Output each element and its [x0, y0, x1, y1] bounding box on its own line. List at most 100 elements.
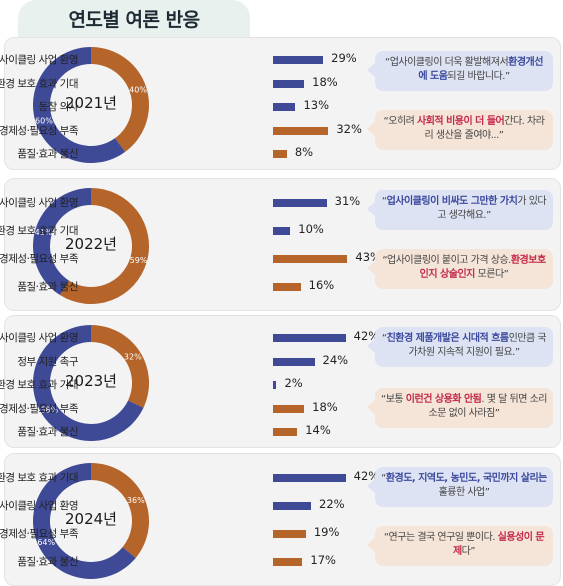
bar-category-label: 정부 지원 촉구: [17, 355, 78, 368]
title-tab: [18, 0, 250, 37]
bar-row: 경제성·필요성 부족 43%: [0, 250, 381, 268]
quote-bubble-blue: “친환경 제품개발은 시대적 흐름인만큼 국가차원 지속적 지원이 필요.”: [367, 327, 553, 367]
bar-row: 업사이클링 사업 환영 29%: [0, 51, 375, 69]
quote-bubble-blue: “환경도, 지역도, 농민도, 국민까지 살리는 훌륭한 사업”: [367, 467, 553, 507]
donut-slice-blue: [33, 325, 144, 441]
bar-category-label: 경제성·필요성 부족: [0, 124, 79, 137]
quote-text: 가 있다고 생각해요.”: [437, 196, 547, 221]
bar-value-label: 22%: [319, 497, 345, 511]
quote-highlight: 실용성이 문제: [452, 532, 545, 557]
bubble-tail: [367, 63, 375, 77]
bar-row: 환경 보호 효과 기대 10%: [0, 222, 375, 240]
bar-category-label: 경제성·필요성 부족: [0, 528, 79, 540]
bar-category-label: 업사이클링 사업 환영: [0, 197, 79, 209]
quote-highlight: 환경개선에 도움: [418, 57, 543, 82]
quote-text: . 몇 달 뒤면 소리소문 없이 사라짐”: [428, 394, 548, 419]
bar-value-label: 8%: [294, 145, 314, 159]
bar-row: 동참 의사 13%: [5, 98, 375, 116]
bar-category-label: 환경 보호 효과 기대: [0, 77, 79, 90]
quote-bubble-orange: “업사이클링이 붙이고 가격 상승.환경보호인지 상술인지 모른다”: [367, 249, 553, 289]
bar: [273, 227, 291, 235]
bar-value-label: 13%: [303, 98, 330, 112]
bubble-tail: [367, 202, 375, 216]
bar-row: 환경 보호 효과 기대 18%: [0, 74, 375, 93]
quote-text: “업사이클링이 붙이고 가격 상승.: [382, 255, 511, 266]
donut-chart: 32% 68% 2023년: [33, 325, 149, 441]
bar-value-label: 43%: [355, 250, 381, 264]
bar-category-label: 품질·효과 불신: [17, 148, 78, 160]
bar: [273, 150, 287, 158]
year-panel-0: 40% 60% 2021년 업사이클링 사업 환영 29% 환경 보호 효과 기대 18% 동…: [0, 37, 561, 170]
bubble-tail: [367, 122, 375, 136]
quote-bubble-orange: “오히려 사회적 비용이 더 들어간다. 차라리 생산을 줄여야...”: [367, 110, 553, 150]
bubble-tail: [367, 479, 375, 493]
bar: [273, 56, 324, 64]
donut-label-blue: 41%: [35, 228, 53, 237]
quote-bubble-blue: “업사이클링이 더욱 활발해져서환경개선에 도움되길 바랍니다.”: [367, 51, 553, 91]
donut-slice-orange: [91, 47, 149, 152]
bar: [273, 357, 315, 366]
bar-row: 품질·효과 불신 16%: [5, 278, 375, 296]
bar-category-label: 환경 보호 효과 기대: [0, 472, 79, 484]
donut-slice-blue: [33, 463, 136, 579]
bar-category-label: 환경 보호 효과 기대: [0, 379, 79, 391]
bar: [273, 126, 329, 135]
donut-chart: 40% 60% 2021년: [33, 47, 149, 163]
bar-row: 경제성·필요성 부족 32%: [0, 121, 375, 140]
bar-category-label: 환경 보호 효과 기대: [0, 225, 79, 237]
donut-label-blue: 68%: [40, 406, 58, 415]
bar: [273, 530, 306, 538]
bar-value-label: 31%: [334, 194, 361, 208]
quote-bubble-blue: “업사이클링이 비싸도 그만한 가치가 있다고 생각해요.”: [367, 190, 553, 230]
bar-value-label: 2%: [284, 376, 303, 390]
donut-year-label: 2022년: [65, 235, 117, 253]
donut-label-orange: 32%: [124, 352, 142, 361]
quote-text: “: [381, 473, 386, 484]
donut-slice-orange: [91, 463, 149, 558]
bar-category-label: 품질·효과 불신: [17, 556, 78, 568]
bar-row: 품질·효과 불신 8%: [5, 145, 375, 163]
bar-value-label: 17%: [310, 553, 336, 567]
bar-category-label: 업사이클링 사업 환영: [0, 500, 79, 512]
bar-category-label: 경제성·필요성 부족: [0, 253, 79, 265]
donut-slice-orange: [59, 188, 149, 304]
donut-slice-orange: [91, 325, 149, 408]
bar-row: 경제성·필요성 부족 19%: [0, 525, 375, 543]
bar: [273, 404, 305, 413]
bar-row: 경제성·필요성 부족 18%: [0, 400, 375, 418]
bar-row: 정부 지원 촉구 24%: [5, 353, 375, 371]
quote-text: “: [381, 333, 387, 344]
bar: [273, 428, 298, 436]
bar-value-label: 32%: [336, 121, 362, 136]
quote-text: “오히려: [383, 116, 418, 127]
bar: [273, 558, 303, 566]
quote-text: 간다. 차라리 생산을 줄여야...”: [424, 116, 545, 141]
quote-highlight: 환경보호인지 상술인지: [419, 255, 546, 280]
quote-text: “연구는 결국 연구일 뿐이다.: [383, 532, 498, 543]
year-panel-1: 59% 41% 2022년 업사이클링 사업 환영 31% 환경 보호 효과 기대 10% 경…: [0, 178, 561, 311]
bar-value-label: 10%: [298, 222, 324, 236]
bar-value-label: 19%: [313, 525, 340, 539]
bar-category-label: 업사이클링 사업 환영: [0, 54, 79, 66]
quote-highlight: 환경도, 지역도, 농민도, 국민까지 살리는: [385, 473, 548, 484]
bar-row: 환경 보호 효과 기대 42%: [0, 469, 379, 487]
bar: [273, 334, 346, 342]
donut-chart: 59% 41% 2022년: [33, 188, 149, 304]
bubble-tail: [367, 400, 375, 414]
bar: [273, 255, 348, 263]
quote-text: 훌륭한 사업”: [438, 487, 490, 498]
quote-text: “: [381, 196, 387, 207]
bar-row: 품질·효과 불신 17%: [5, 553, 375, 571]
bar-row: 업사이클링 사업 환영 22%: [0, 497, 375, 515]
bar-value-label: 24%: [322, 352, 349, 367]
bar-row: 품질·효과 불신 14%: [5, 423, 375, 441]
quote-highlight: 사회적 비용이 더 들어: [417, 116, 505, 127]
bar-row: 환경 보호 효과 기대 2%: [0, 376, 375, 394]
bar: [273, 199, 327, 207]
bar-value-label: 18%: [312, 74, 338, 89]
quote-bubble-orange: “연구는 결국 연구일 뿐이다. 실용성이 문제다”: [367, 526, 553, 566]
bar: [273, 502, 312, 510]
